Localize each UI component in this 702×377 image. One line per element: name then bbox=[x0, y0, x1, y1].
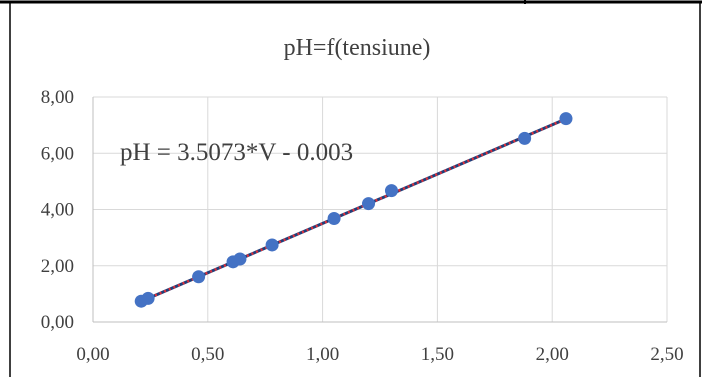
data-points bbox=[134, 112, 573, 308]
x-tick-label: 2,50 bbox=[650, 344, 683, 365]
data-point bbox=[384, 184, 398, 198]
x-tick-label: 1,50 bbox=[421, 344, 454, 365]
x-tick-label: 0,00 bbox=[76, 344, 109, 365]
trendline bbox=[140, 117, 567, 303]
x-tick-label: 0,50 bbox=[191, 344, 224, 365]
y-tick-label: 6,00 bbox=[41, 143, 74, 164]
data-point bbox=[265, 238, 279, 252]
gridlines bbox=[93, 96, 668, 322]
trendline-dotted bbox=[140, 117, 567, 303]
trendline-equation: pH = 3.5073*V - 0.003 bbox=[120, 139, 353, 166]
y-tick-label: 8,00 bbox=[41, 87, 74, 108]
axes bbox=[92, 97, 667, 323]
y-tick-label: 0,00 bbox=[41, 312, 74, 333]
data-point bbox=[362, 197, 376, 211]
y-tick-label: 4,00 bbox=[41, 200, 74, 221]
data-point bbox=[192, 270, 206, 284]
x-tick-label: 2,00 bbox=[536, 344, 569, 365]
x-tick-labels: 0,00 0,50 1,00 1,50 2,00 2,50 bbox=[76, 344, 683, 365]
data-point bbox=[559, 112, 573, 126]
data-point bbox=[233, 252, 247, 266]
x-tick-label: 1,00 bbox=[306, 344, 339, 365]
y-tick-labels: 0,00 2,00 4,00 6,00 8,00 bbox=[41, 87, 74, 333]
chart-title: pH=f(tensiune) bbox=[284, 35, 431, 61]
data-point bbox=[327, 212, 341, 225]
data-point bbox=[141, 291, 155, 305]
data-point bbox=[518, 131, 532, 145]
y-tick-label: 2,00 bbox=[41, 256, 74, 277]
chart-area bbox=[11, 4, 699, 377]
